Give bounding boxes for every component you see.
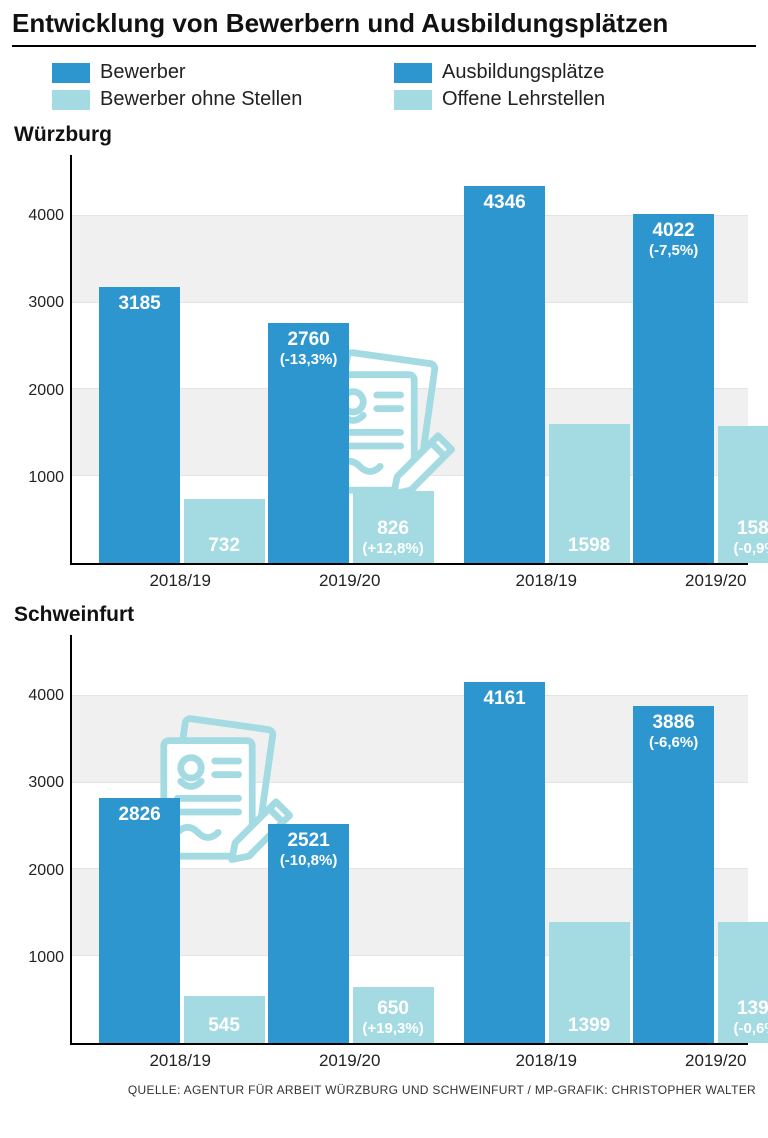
bar-dark: 3185 xyxy=(99,287,180,563)
plot-area: 2826 545 2521(-10,8%) 650(+19,3%) 4161 1399 38… xyxy=(70,635,748,1045)
legend-swatch xyxy=(394,90,432,110)
bar-value-label: 1584(-0,9%) xyxy=(734,518,768,557)
legend-swatch xyxy=(394,63,432,83)
bar-light: 1390(-0,6%) xyxy=(718,922,768,1043)
bar-value-label: 3886(-6,6%) xyxy=(649,712,698,751)
bar-dark: 2521(-10,8%) xyxy=(268,824,349,1043)
legend-item: Bewerber ohne Stellen xyxy=(52,86,394,113)
bar-value-label: 2826 xyxy=(118,804,160,826)
y-axis-label: 1000 xyxy=(12,469,64,487)
bar-dark: 2826 xyxy=(99,798,180,1043)
bar-value-label: 4161 xyxy=(483,688,525,710)
bar-value-label: 650(+19,3%) xyxy=(362,998,423,1037)
bar-light: 545 xyxy=(184,996,265,1043)
bar-value-label: 4022(-7,5%) xyxy=(649,220,698,259)
legend-label: Offene Lehrstellen xyxy=(442,88,605,111)
bar-value-label: 732 xyxy=(208,535,240,557)
y-axis-label: 3000 xyxy=(12,774,64,792)
y-axis-label: 3000 xyxy=(12,294,64,312)
bar-value-label: 1399 xyxy=(568,1015,610,1037)
legend-label: Ausbildungsplätze xyxy=(442,61,604,84)
bar-dark: 4022(-7,5%) xyxy=(633,214,714,563)
x-axis-label: 2018/19 xyxy=(516,1051,577,1071)
y-axis-label: 4000 xyxy=(12,687,64,705)
x-axis-label: 2018/19 xyxy=(516,571,577,591)
bar-light: 826(+12,8%) xyxy=(353,491,434,563)
chart-subtitle: Schweinfurt xyxy=(14,603,756,627)
legend-item: Bewerber xyxy=(52,59,394,86)
y-axis-label: 4000 xyxy=(12,207,64,225)
x-axis-label: 2018/19 xyxy=(149,571,210,591)
bar-light: 650(+19,3%) xyxy=(353,987,434,1043)
bar-value-label: 3185 xyxy=(118,293,160,315)
legend-label: Bewerber ohne Stellen xyxy=(100,88,302,111)
bar-value-label: 4346 xyxy=(483,192,525,214)
x-axis-label: 2019/20 xyxy=(319,1051,380,1071)
legend-swatch xyxy=(52,90,90,110)
chart: 1000 2000 3000 4000 3185 732 2760(-13,3%) 826(… xyxy=(12,149,756,595)
chart: 1000 2000 3000 4000 2826 545 2521(-10,8%) 650(… xyxy=(12,629,756,1075)
bar-value-label: 2760(-13,3%) xyxy=(280,329,338,368)
bar-dark: 4161 xyxy=(464,682,545,1043)
bar-light: 1598 xyxy=(549,424,630,563)
x-axis-label: 2019/20 xyxy=(319,571,380,591)
x-axis-label: 2019/20 xyxy=(685,1051,746,1071)
bar-value-label: 2521(-10,8%) xyxy=(280,830,338,869)
bar-light: 1584(-0,9%) xyxy=(718,426,768,564)
bar-light: 732 xyxy=(184,499,265,563)
legend-item: Ausbildungsplätze xyxy=(394,59,736,86)
x-axis-label: 2019/20 xyxy=(685,571,746,591)
legend-swatch xyxy=(52,63,90,83)
bar-value-label: 1390(-0,6%) xyxy=(734,998,768,1037)
bar-dark: 4346 xyxy=(464,186,545,563)
legend-item: Offene Lehrstellen xyxy=(394,86,736,113)
legend-label: Bewerber xyxy=(100,61,186,84)
bar-value-label: 1598 xyxy=(568,535,610,557)
x-axis-label: 2018/19 xyxy=(149,1051,210,1071)
bar-dark: 3886(-6,6%) xyxy=(633,706,714,1043)
plot-area: 3185 732 2760(-13,3%) 826(+12,8%) 4346 1598 40… xyxy=(70,155,748,565)
bar-value-label: 826(+12,8%) xyxy=(362,518,423,557)
y-axis-label: 2000 xyxy=(12,382,64,400)
page-title: Entwicklung von Bewerbern und Ausbildung… xyxy=(12,8,756,47)
bar-value-label: 545 xyxy=(208,1015,240,1037)
bar-dark: 2760(-13,3%) xyxy=(268,323,349,563)
bar-light: 1399 xyxy=(549,922,630,1043)
y-axis-label: 1000 xyxy=(12,949,64,967)
chart-subtitle: Würzburg xyxy=(14,123,756,147)
source-line: QUELLE: AGENTUR FÜR ARBEIT WÜRZBURG UND … xyxy=(12,1083,756,1097)
y-axis-label: 2000 xyxy=(12,862,64,880)
legend: Bewerber Ausbildungsplätze Bewerber ohne… xyxy=(12,55,756,121)
